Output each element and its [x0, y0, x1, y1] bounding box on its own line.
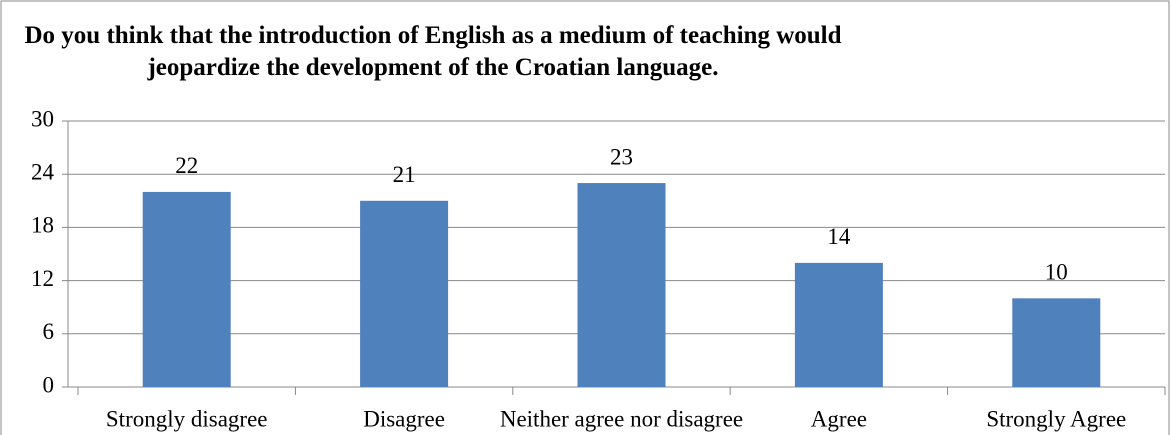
y-tick-label: 30 [31, 106, 54, 131]
y-tick-label: 6 [43, 319, 55, 344]
bar [360, 200, 449, 387]
y-tick-label: 24 [31, 159, 55, 184]
y-tick-label: 0 [43, 372, 55, 397]
data-label: 14 [827, 224, 851, 249]
x-tick-label: Agree [811, 406, 867, 431]
bar [577, 183, 666, 387]
y-tick-label: 12 [31, 266, 54, 291]
data-label: 10 [1045, 260, 1068, 285]
bar [142, 191, 231, 387]
x-tick-label: Strongly disagree [106, 406, 268, 431]
y-tick-label: 18 [31, 213, 54, 238]
data-label: 21 [393, 162, 416, 187]
data-label: 22 [175, 153, 198, 178]
data-label: 23 [610, 144, 633, 169]
chart-title: Do you think that the introduction of En… [24, 22, 842, 81]
bar [1012, 298, 1101, 387]
x-tick-label: Disagree [363, 406, 445, 431]
bar [794, 262, 883, 387]
x-tick-label: Neither agree nor disagree [500, 406, 743, 431]
x-tick-label: Strongly Agree [986, 406, 1126, 431]
